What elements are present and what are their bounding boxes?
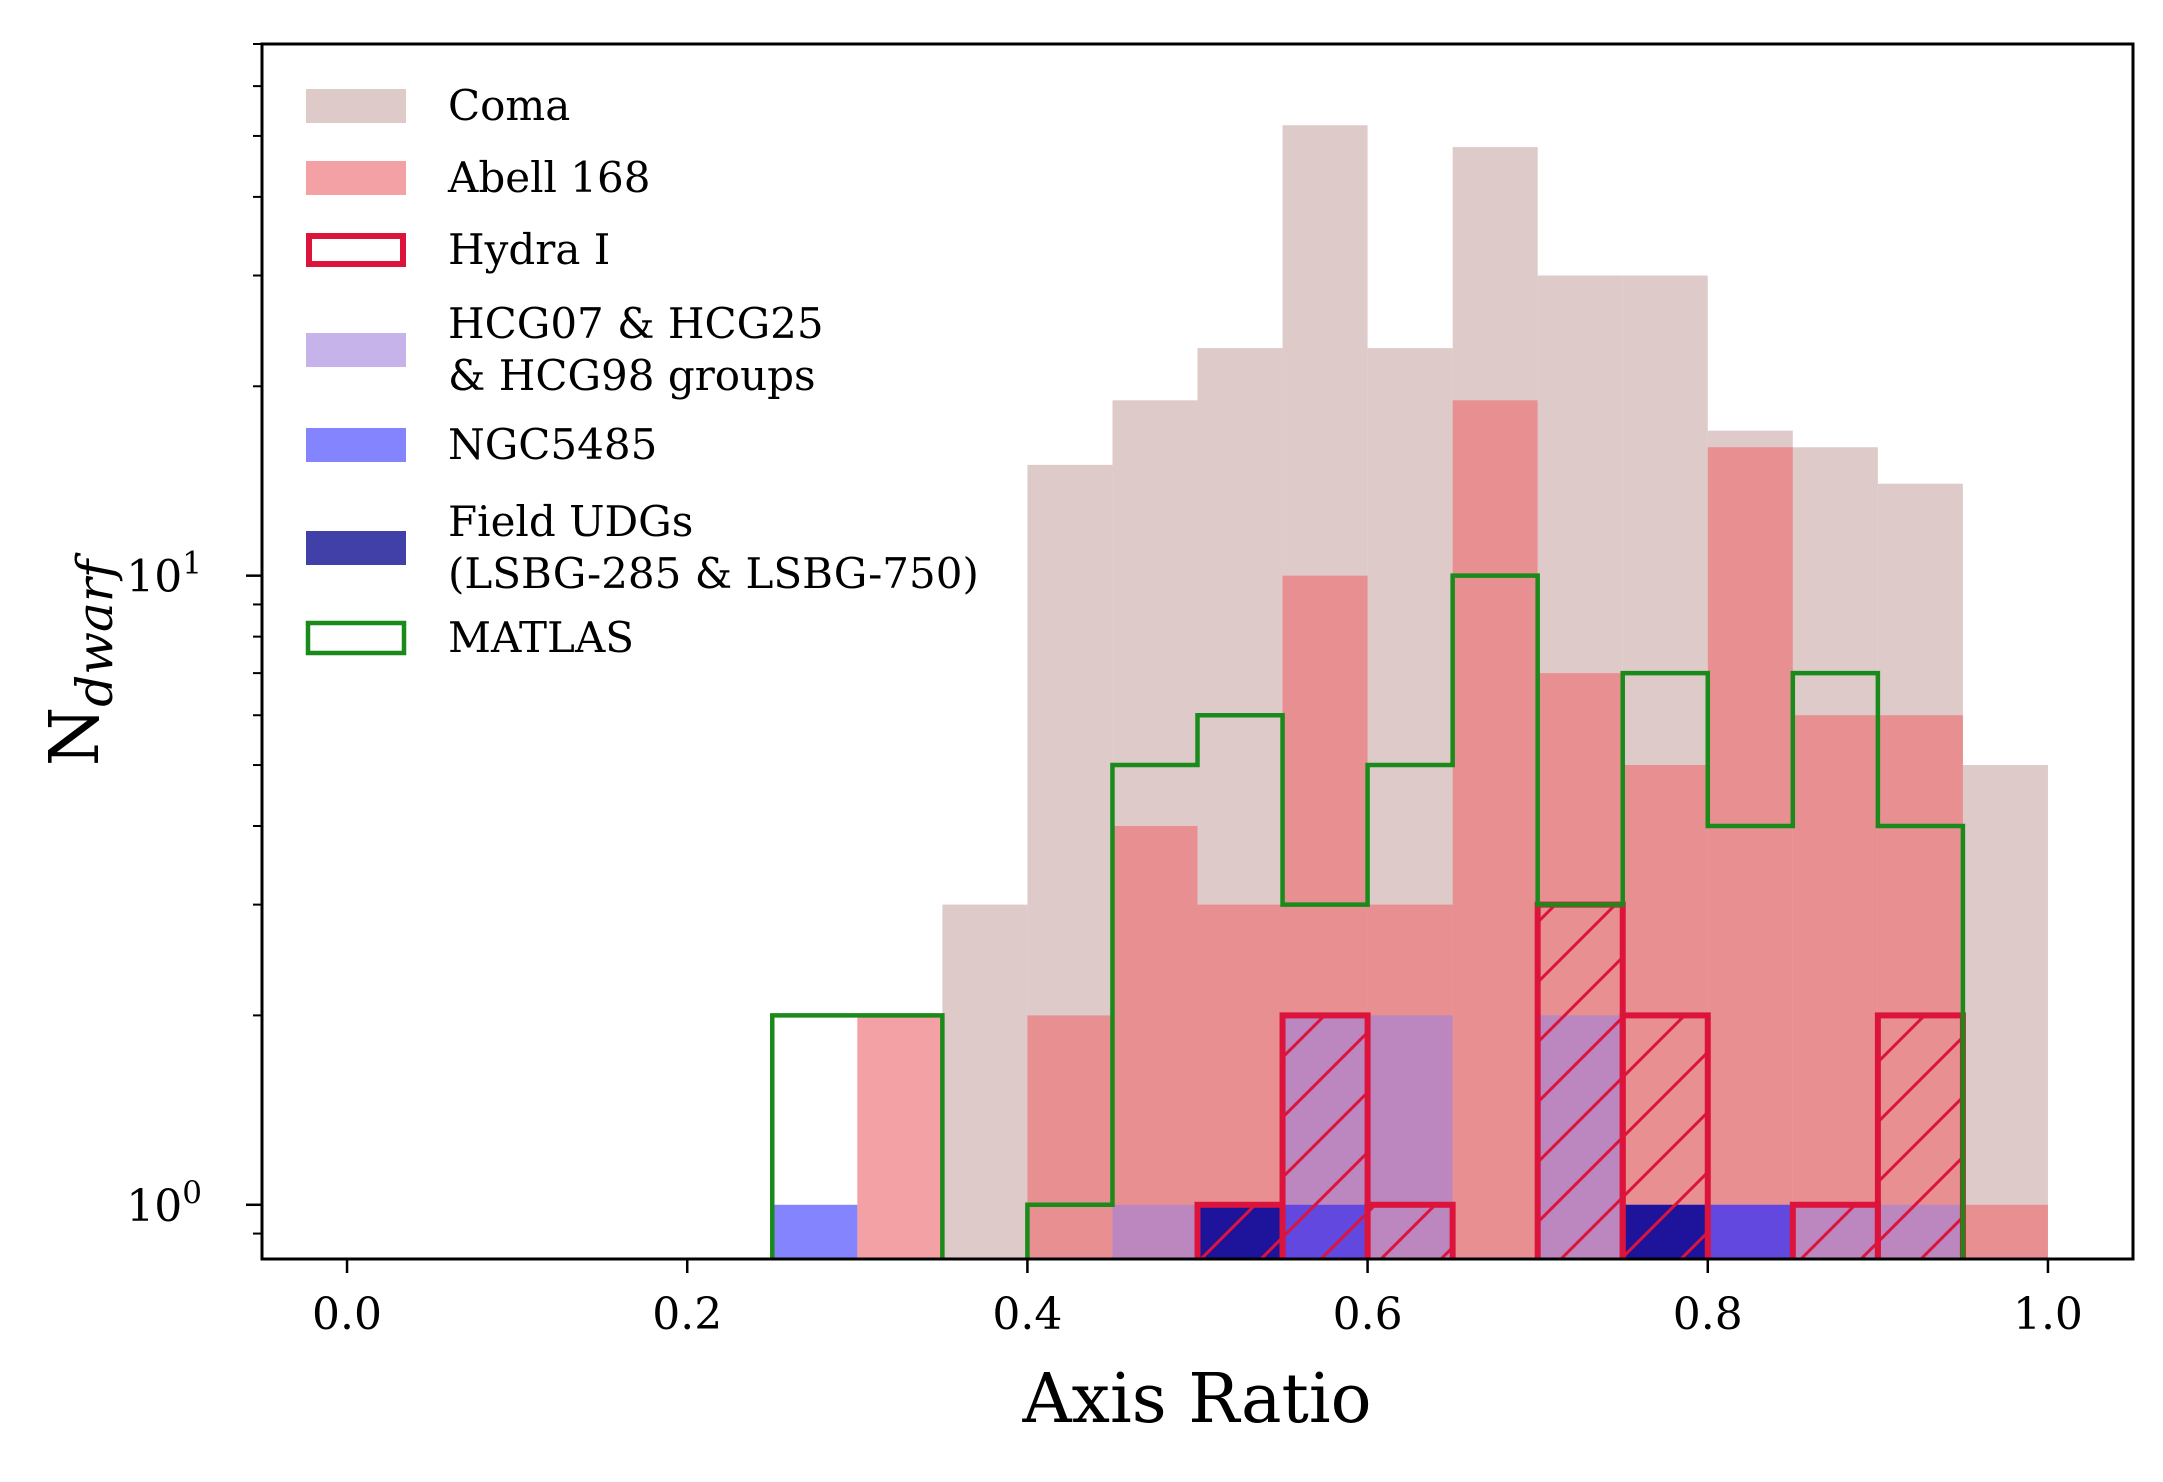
bar-s2-b4 [1619, 1012, 1711, 1259]
legend-item-4: NGC5485 [306, 420, 657, 469]
x-tick-label-3: 0.6 [1333, 1289, 1403, 1340]
bar-s1-b10 [1792, 715, 1878, 1259]
legend-item-0: Coma [306, 81, 570, 130]
x-tick-label-2: 0.4 [992, 1289, 1062, 1340]
legend-label-4-0: NGC5485 [448, 420, 657, 469]
legend-item-6: MATLAS [305, 613, 634, 662]
axes-layer: 0.0 0.2 0.4 0.6 0.8 1.0 100 101 [126, 42, 2135, 1340]
plot-frame [260, 42, 2135, 1261]
bar-s1-b2 [1112, 826, 1198, 1259]
bars-layer [770, 125, 2048, 1259]
x-tick-label-5: 1.0 [2013, 1289, 2083, 1340]
y-tick-label-0: 100 [126, 1175, 202, 1232]
y-axis-label-sub: dwarf [66, 552, 124, 707]
bar-s1-b12 [1962, 1204, 2048, 1259]
legend-swatch-4 [306, 428, 406, 462]
legend-label-5-1: (LSBG-285 & LSBG-750) [448, 549, 979, 598]
legend-label-1-0: Abell 168 [447, 153, 650, 202]
x-tick-label-1: 0.2 [652, 1289, 722, 1340]
bar-s1-b0 [857, 1015, 943, 1259]
bar-s4-b4 [1707, 1204, 1793, 1259]
bar-s2-b2 [1364, 1201, 1456, 1259]
legend-item-5: Field UDGs(LSBG-285 & LSBG-750) [306, 497, 979, 598]
bar-s1-b3 [1197, 904, 1283, 1259]
legend-label-3-0: HCG07 & HCG25 [448, 299, 824, 348]
legend-label-5-0: Field UDGs [448, 497, 693, 546]
bar-s1-b6 [1452, 400, 1538, 1259]
bar-s1-b1 [1027, 1015, 1113, 1259]
y-axis-label-main: N [36, 707, 115, 767]
bar-s1-b9 [1707, 447, 1793, 1259]
bar-s3-b0 [1112, 1204, 1198, 1259]
x-axis-label: Axis Ratio [1021, 1360, 1371, 1439]
x-tick-label-4: 0.8 [1673, 1289, 1743, 1340]
legend-item-2: Hydra I [306, 225, 610, 274]
y-tick-label-1: 101 [126, 546, 202, 603]
bar-s0-b12 [1962, 765, 2048, 1259]
bar-s2-b5 [1789, 1201, 1881, 1259]
x-tick-label-0: 0.0 [312, 1289, 382, 1340]
bar-s2-b6 [1874, 1012, 1966, 1259]
svg-text:Ndwarf: Ndwarf [36, 552, 124, 766]
legend-label-2-0: Hydra I [448, 225, 610, 274]
legend-swatch-5 [306, 531, 406, 565]
legend-item-3: HCG07 & HCG25& HCG98 groups [306, 299, 824, 400]
legend-swatch-2 [306, 233, 406, 267]
step-s6-run1 [1025, 573, 1966, 1259]
legend-label-6-0: MATLAS [448, 613, 634, 662]
legend-label-3-1: & HCG98 groups [448, 351, 816, 400]
bar-s2-b1 [1279, 1012, 1371, 1259]
legend-swatch-0 [306, 89, 406, 123]
legend-label-0-0: Coma [448, 81, 570, 130]
step-s6-run0 [770, 1013, 945, 1259]
bar-s0-b0 [942, 904, 1028, 1259]
bar-s2-b3 [1534, 901, 1626, 1259]
bar-s2-b0 [1194, 1201, 1286, 1259]
bar-s4-b0 [772, 1204, 858, 1259]
legend-swatch-1 [306, 161, 406, 195]
y-axis-label: Ndwarf [36, 552, 124, 766]
legend-swatch-3 [306, 333, 406, 367]
legend-item-1: Abell 168 [306, 153, 650, 202]
legend: Coma Abell 168 Hydra I HCG07 & HCG25& HCG98… [305, 81, 979, 662]
legend-swatch-6 [305, 620, 407, 656]
